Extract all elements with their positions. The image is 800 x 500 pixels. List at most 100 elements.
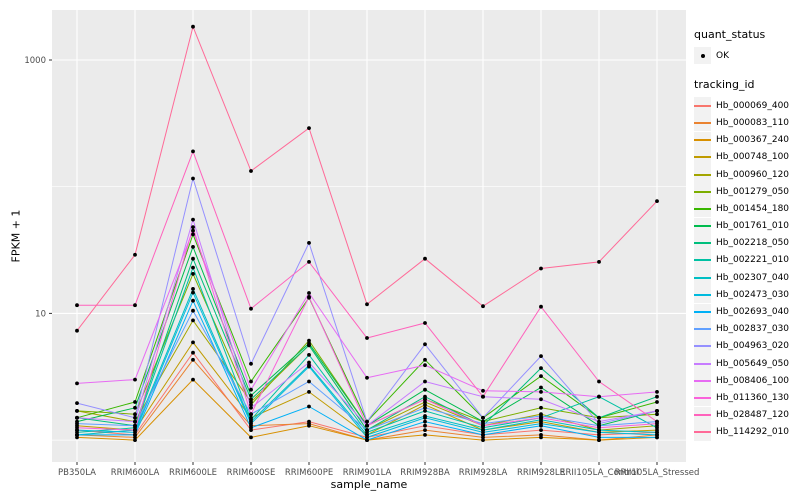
x-tick-label: RRIM928BA — [400, 468, 450, 478]
color-key — [694, 337, 711, 355]
y-tick-label: 1000 — [24, 56, 46, 66]
data-point-Hb_002218_050 — [191, 256, 195, 261]
data-point-Hb_002693_040 — [307, 404, 311, 409]
data-point-Hb_001454_180 — [539, 374, 543, 378]
data-point-Hb_002218_050 — [307, 343, 311, 348]
data-point-Hb_002693_040 — [597, 435, 601, 440]
x-axis-title: sample_name — [330, 478, 408, 491]
data-point-Hb_001279_050 — [249, 402, 253, 407]
data-point-Hb_114292_010 — [133, 252, 137, 257]
y-axis-title: FPKM + 1 — [9, 209, 23, 263]
x-tick-label: RRIM901LA — [343, 468, 392, 478]
legend-item-label: Hb_000960_120 — [716, 169, 790, 180]
line-swatch-icon — [694, 225, 711, 228]
data-point-Hb_011360_130 — [133, 428, 137, 432]
data-point-Hb_002307_040 — [191, 287, 195, 291]
data-point-Hb_028487_120 — [191, 149, 195, 154]
color-key — [694, 200, 711, 218]
data-point-Hb_011360_130 — [423, 397, 427, 402]
legend-item-Hb_114292_010: Hb_114292_010 — [694, 423, 800, 441]
data-point-Hb_002221_010 — [423, 409, 427, 413]
data-point-Hb_002218_050 — [539, 366, 543, 370]
data-point-Hb_005649_050 — [191, 217, 195, 222]
black-point-icon — [700, 53, 705, 58]
panel-background — [52, 10, 686, 462]
line-swatch-icon — [694, 311, 711, 314]
data-point-Hb_005649_050 — [133, 419, 137, 424]
color-key — [694, 166, 711, 184]
data-point-Hb_001454_180 — [423, 357, 427, 362]
line-swatch-icon — [694, 156, 711, 159]
data-point-Hb_011360_130 — [365, 423, 369, 428]
legend-item-Hb_002307_040: Hb_002307_040 — [694, 269, 800, 287]
color-key — [694, 183, 711, 201]
data-point-Hb_004963_020 — [75, 401, 79, 405]
x-tick-label: RRIM928LA — [459, 468, 508, 478]
data-point-Hb_002837_030 — [423, 405, 427, 410]
color-key — [694, 269, 711, 287]
color-key — [694, 389, 711, 407]
line-swatch-icon — [694, 139, 711, 142]
data-point-Hb_000367_240 — [539, 435, 543, 440]
data-point-Hb_028487_120 — [481, 394, 485, 399]
data-point-Hb_001454_180 — [191, 232, 195, 237]
data-point-Hb_001279_050 — [191, 272, 195, 276]
data-point-Hb_000960_120 — [423, 400, 427, 404]
data-point-Hb_000367_240 — [191, 377, 195, 382]
legend-item-label: Hb_011360_130 — [716, 392, 790, 403]
color-key — [694, 131, 711, 149]
data-point-Hb_028487_120 — [597, 379, 601, 384]
data-point-Hb_002693_040 — [191, 298, 195, 303]
legend-item-label: Hb_000367_240 — [716, 135, 790, 146]
data-point-Hb_002693_040 — [481, 433, 485, 437]
legend-item-label: OK — [716, 50, 729, 61]
legend-item-Hb_000960_120: Hb_000960_120 — [694, 166, 800, 184]
data-point-Hb_002693_040 — [75, 433, 79, 437]
data-point-Hb_008406_100 — [133, 377, 137, 382]
legend: quant_status OK tracking_id Hb_000069_40… — [694, 28, 800, 455]
data-point-Hb_002218_050 — [423, 394, 427, 399]
legend-item-Hb_008406_100: Hb_008406_100 — [694, 372, 800, 390]
data-point-Hb_004963_020 — [423, 342, 427, 347]
color-key — [694, 251, 711, 269]
data-point-Hb_004963_020 — [365, 419, 369, 424]
legend-item-label: Hb_000748_100 — [716, 152, 790, 163]
x-tick-label: RRIM600PE — [285, 468, 333, 478]
line-swatch-icon — [694, 293, 711, 296]
legend-item-Hb_002837_030: Hb_002837_030 — [694, 320, 800, 338]
legend-item-Hb_002218_050: Hb_002218_050 — [694, 234, 800, 252]
data-point-Hb_028487_120 — [423, 321, 427, 325]
legend-tracking-items: Hb_000069_400 Hb_000083_110 Hb_000367_240 H… — [694, 97, 800, 441]
data-point-Hb_002837_030 — [133, 423, 137, 428]
line-swatch-icon — [694, 207, 711, 210]
data-point-Hb_002837_030 — [307, 379, 311, 384]
legend-item-Hb_002473_030: Hb_002473_030 — [694, 286, 800, 304]
legend-item-Hb_000748_100: Hb_000748_100 — [694, 148, 800, 166]
line-swatch-icon — [694, 104, 711, 107]
data-point-Hb_004963_020 — [249, 361, 253, 366]
legend-item-Hb_000083_110: Hb_000083_110 — [694, 114, 800, 132]
data-point-Hb_002473_030 — [597, 430, 601, 435]
legend-item-label: Hb_002693_040 — [716, 307, 790, 318]
legend-item-label: Hb_002218_050 — [716, 238, 790, 249]
legend-item-label: Hb_002837_030 — [716, 324, 790, 335]
data-point-Hb_002221_010 — [191, 265, 195, 270]
legend-item-label: Hb_002307_040 — [716, 272, 790, 283]
data-point-Hb_011360_130 — [539, 415, 543, 420]
legend-item-label: Hb_000083_110 — [716, 117, 790, 128]
x-tick-label: RRIM928LE — [517, 468, 565, 478]
line-swatch-icon — [694, 379, 711, 382]
legend-item-label: Hb_008406_100 — [716, 375, 790, 386]
data-point-Hb_001454_180 — [655, 400, 659, 404]
legend-item-label: Hb_028487_120 — [716, 410, 790, 421]
color-key — [694, 234, 711, 252]
line-swatch-icon — [694, 328, 711, 331]
legend-item-label: Hb_000069_400 — [716, 100, 790, 111]
data-point-Hb_114292_010 — [655, 199, 659, 204]
x-tick-label: RRIM600LA — [111, 468, 160, 478]
data-point-Hb_114292_010 — [481, 304, 485, 309]
data-point-Hb_008406_100 — [423, 363, 427, 368]
data-point-Hb_002218_050 — [597, 415, 601, 420]
data-point-Hb_011360_130 — [191, 225, 195, 230]
